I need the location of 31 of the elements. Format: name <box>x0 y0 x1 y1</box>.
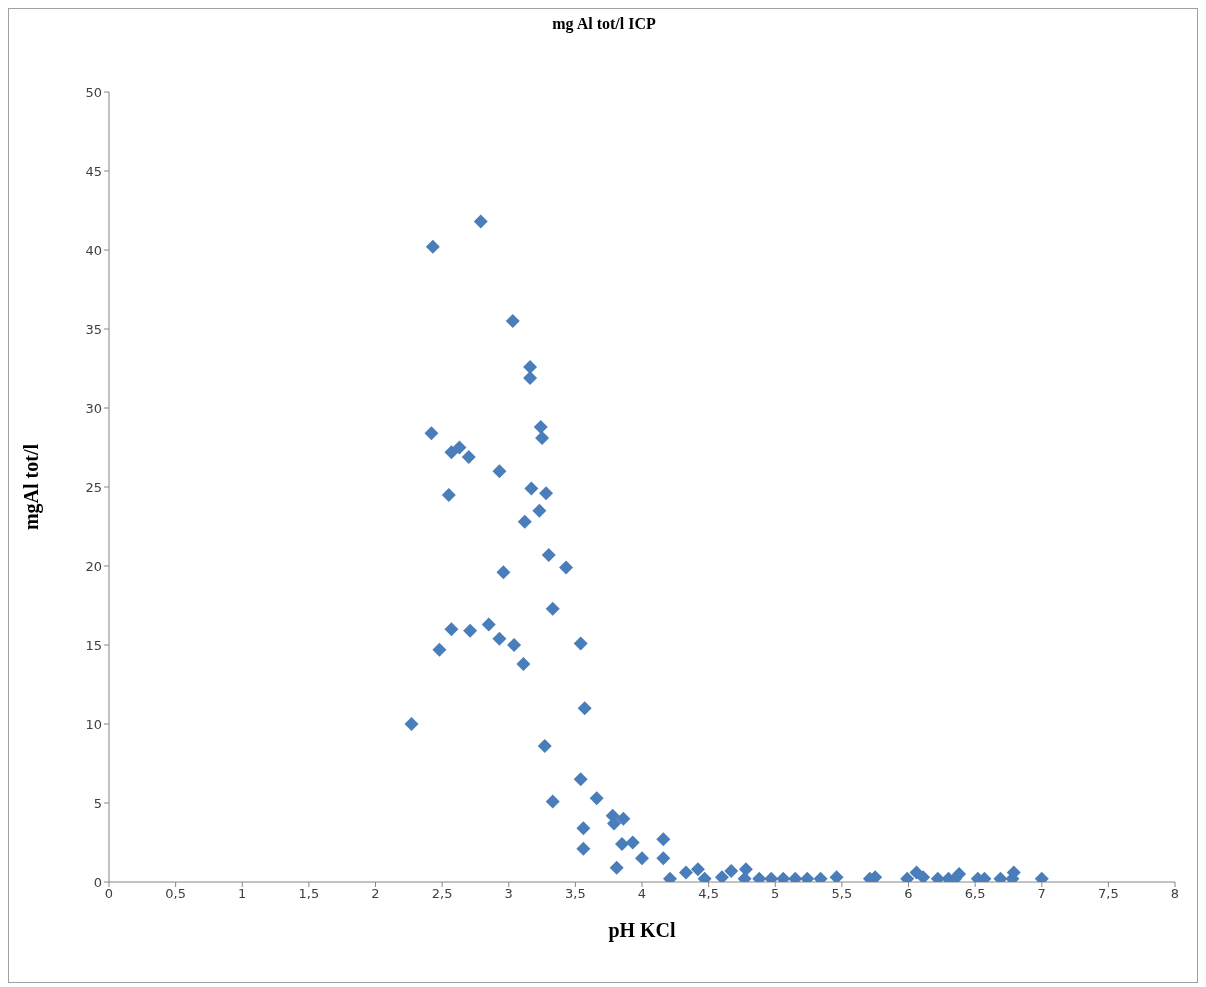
x-tick-label: 0 <box>104 886 114 902</box>
x-tick-label: 5 <box>771 886 780 902</box>
x-tick-label: 5,5 <box>831 886 853 902</box>
y-axis-title: mgAl tot/l <box>20 443 44 531</box>
x-tick-label: 1 <box>238 886 247 902</box>
y-tick-label: 25 <box>85 479 102 495</box>
y-tick-label: 40 <box>85 242 102 258</box>
x-tick-label: 8 <box>1170 886 1180 902</box>
x-tick-label: 3 <box>504 886 513 902</box>
x-axis-title: pH KCl <box>608 919 677 942</box>
x-tick-label: 3,5 <box>565 886 586 902</box>
x-tick-label: 6,5 <box>964 886 986 902</box>
x-tick-label: 7 <box>1037 886 1046 902</box>
x-tick-label: 2,5 <box>431 886 453 902</box>
x-tick-label: 2 <box>371 886 380 902</box>
y-tick-label: 15 <box>85 637 102 653</box>
y-tick-label: 20 <box>85 558 102 574</box>
chart-title: mg Al tot/l ICP <box>551 15 657 33</box>
y-tick-label: 5 <box>93 795 102 811</box>
y-tick-label: 30 <box>85 400 102 416</box>
y-tick-label: 45 <box>85 163 102 179</box>
x-tick-label: 0,5 <box>165 886 186 902</box>
x-tick-label: 4 <box>637 886 647 902</box>
y-tick-label: 10 <box>85 716 102 732</box>
x-tick-label: 6 <box>904 886 913 902</box>
y-tick-label: 35 <box>85 321 102 337</box>
y-tick-label: 0 <box>93 874 102 890</box>
x-tick-label: 7,5 <box>1098 886 1119 902</box>
y-tick-label: 50 <box>85 84 102 100</box>
x-tick-label: 1,5 <box>298 886 320 902</box>
x-tick-label: 4,5 <box>698 886 719 902</box>
